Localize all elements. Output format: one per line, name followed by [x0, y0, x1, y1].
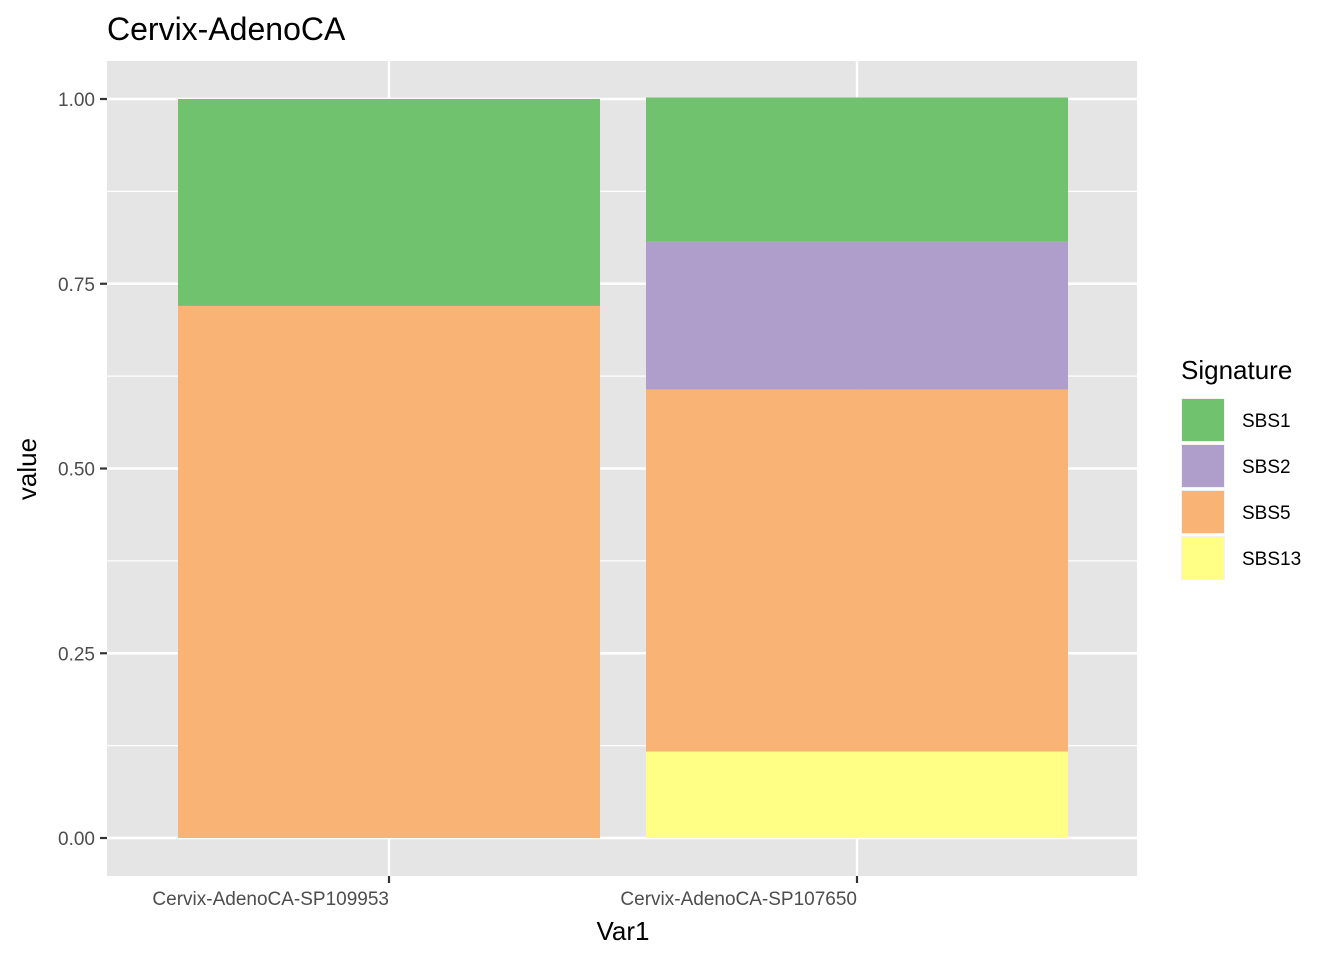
bar-sbs13-cervix-adenoca-sp107650	[646, 752, 1068, 838]
chart-title: Cervix-AdenoCA	[107, 11, 346, 47]
legend-swatch-sbs13	[1182, 537, 1224, 579]
legend-label-sbs13: SBS13	[1242, 549, 1301, 570]
legend-title: Signature	[1181, 355, 1292, 385]
y-tick-label: 1.00	[58, 90, 95, 111]
y-tick-label: 0.25	[58, 644, 95, 665]
legend-swatch-sbs5	[1182, 491, 1224, 533]
x-tick-label: Cervix-AdenoCA-SP109953	[152, 889, 389, 910]
y-tick-label: 0.75	[58, 275, 95, 296]
y-tick-label: 0.50	[58, 460, 95, 481]
bar-sbs5-cervix-adenoca-sp107650	[646, 389, 1068, 751]
bar-sbs1-cervix-adenoca-sp107650	[646, 98, 1068, 242]
y-tick-label: 0.00	[58, 829, 95, 850]
x-axis: Cervix-AdenoCA-SP109953 Cervix-AdenoCA-SP…	[152, 876, 857, 910]
legend-swatch-sbs1	[1182, 399, 1224, 441]
bar-sbs2-cervix-adenoca-sp107650	[646, 242, 1068, 390]
bar-sbs1-cervix-adenoca-sp109953	[178, 99, 600, 306]
legend-label-sbs2: SBS2	[1242, 457, 1291, 478]
x-axis-title: Var1	[597, 916, 650, 946]
legend: Signature SBS1 SBS2 SBS5 SBS13	[1181, 355, 1301, 580]
y-axis: 0.00 0.25 0.50 0.75 1.00	[58, 90, 107, 850]
x-tick-label: Cervix-AdenoCA-SP107650	[620, 889, 857, 910]
legend-swatch-sbs2	[1182, 445, 1224, 487]
legend-label-sbs1: SBS1	[1242, 411, 1291, 432]
legend-label-sbs5: SBS5	[1242, 503, 1291, 524]
bar-sbs5-cervix-adenoca-sp109953	[178, 306, 600, 838]
y-axis-title: value	[12, 438, 42, 500]
